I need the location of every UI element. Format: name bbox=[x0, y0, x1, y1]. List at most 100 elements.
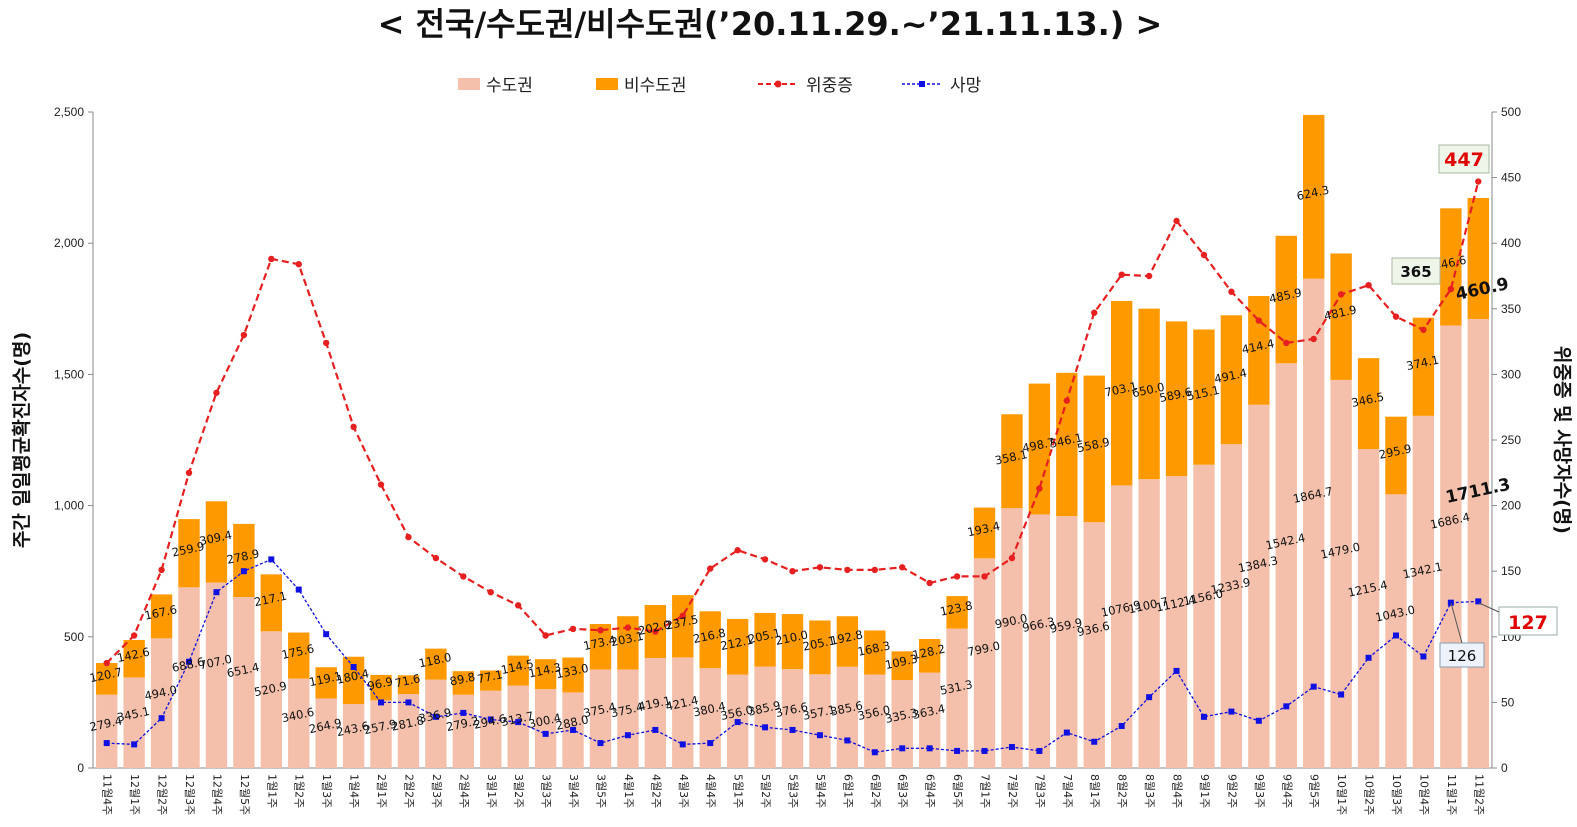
bar-metro bbox=[425, 679, 447, 768]
x-tick-label: 8월4주 bbox=[1171, 774, 1184, 808]
severe-point bbox=[1255, 317, 1263, 324]
bar-label-metro: 281.8 bbox=[390, 713, 425, 734]
bar-label-metro: 313.7 bbox=[500, 709, 535, 730]
x-tick-label: 4월4주 bbox=[704, 774, 717, 808]
death-point bbox=[350, 663, 357, 670]
bar-metro bbox=[1248, 404, 1270, 768]
severe-point bbox=[1447, 285, 1455, 293]
bar-nonmetro bbox=[562, 657, 584, 693]
x-tick-label: 3월2주 bbox=[512, 774, 525, 808]
x-tick-label: 6월4주 bbox=[924, 774, 937, 808]
death-point bbox=[542, 730, 549, 737]
severe-point bbox=[1118, 271, 1125, 278]
bar-metro bbox=[672, 657, 694, 768]
severe-point bbox=[652, 628, 659, 635]
bar-label-metro: 257.9 bbox=[363, 717, 398, 738]
death-point bbox=[487, 716, 494, 723]
bar-metro bbox=[260, 631, 283, 768]
bar-label-nonmetro: 558.9 bbox=[1076, 435, 1111, 456]
bar-metro bbox=[617, 669, 639, 768]
bar-nonmetro bbox=[1001, 414, 1023, 509]
death-point bbox=[899, 745, 906, 752]
bar-nonmetro bbox=[1028, 383, 1051, 515]
death-point bbox=[1036, 747, 1043, 754]
y-axis-right-title: 위중증 및 사망자수(명) bbox=[1551, 346, 1573, 534]
severe-point bbox=[377, 481, 385, 488]
severe-point bbox=[981, 573, 988, 580]
bar-nonmetro bbox=[781, 614, 804, 670]
bar-metro bbox=[836, 666, 859, 768]
bar-label-metro: 651.4 bbox=[225, 660, 260, 681]
bar-label-metro: 531.3 bbox=[939, 677, 974, 698]
x-tick-label: 7월2주 bbox=[1006, 774, 1019, 808]
x-tick-label: 5월3주 bbox=[787, 774, 800, 808]
bar-nonmetro bbox=[480, 670, 502, 691]
bar-nonmetro bbox=[150, 594, 173, 639]
bar-label-metro: 959.9 bbox=[1048, 615, 1083, 636]
callout-box-127 bbox=[1498, 606, 1558, 636]
death-point bbox=[1365, 654, 1372, 661]
bar-label-metro: 243.6 bbox=[335, 719, 370, 740]
x-tick-label: 9월2주 bbox=[1225, 774, 1238, 808]
death-point bbox=[1392, 632, 1399, 639]
y-axis-left-title: 주간 일일평균확진자수(명) bbox=[10, 332, 33, 548]
legend-label-nonmetro: 비수도권 bbox=[624, 76, 687, 96]
callout-death-prev: 126 bbox=[1448, 647, 1477, 665]
bar-metro bbox=[973, 558, 996, 768]
death-point bbox=[1063, 729, 1070, 736]
bar-label-nonmetro: 193.4 bbox=[966, 519, 1001, 540]
x-tick-label: 6월2주 bbox=[869, 774, 882, 808]
callouts: 447 365 127 126 1711.3 460.9 bbox=[1391, 144, 1558, 668]
x-tick-label: 10월3주 bbox=[1390, 774, 1403, 815]
bar-metro bbox=[864, 674, 886, 768]
death-point bbox=[652, 726, 659, 733]
death-point bbox=[1173, 667, 1180, 674]
bar-nonmetro bbox=[315, 667, 337, 699]
bar-metro bbox=[507, 685, 529, 768]
x-tick-label: 5월4주 bbox=[814, 774, 827, 808]
bar-label-nonmetro: 259.9 bbox=[171, 539, 206, 560]
bar-label-metro: 385.9 bbox=[747, 698, 782, 719]
death-point bbox=[1200, 713, 1207, 720]
bar-label-nonmetro: 414.4 bbox=[1240, 336, 1275, 357]
severe-point bbox=[1145, 272, 1153, 280]
bar-label-metro: 340.6 bbox=[280, 705, 315, 726]
callout-box-447 bbox=[1438, 144, 1490, 174]
lines bbox=[103, 178, 1482, 756]
severe-point bbox=[460, 573, 467, 580]
bar-label-metro: 356.0 bbox=[719, 702, 754, 723]
bar-label-metro: 990.0 bbox=[994, 611, 1029, 632]
death-point bbox=[1283, 703, 1290, 710]
severe-point bbox=[350, 423, 357, 431]
bar-label-nonmetro: 202.0 bbox=[637, 617, 672, 638]
y-left-tick-label: 500 bbox=[64, 630, 84, 644]
bar-label-metro: 363.4 bbox=[911, 701, 946, 722]
callout-severe-last: 447 bbox=[1444, 149, 1484, 171]
severe-point bbox=[761, 556, 769, 563]
severe-point bbox=[1310, 335, 1317, 343]
bar-label-metro: 357.1 bbox=[802, 702, 837, 723]
bar-nonmetro bbox=[617, 616, 639, 670]
bar-nonmetro bbox=[123, 640, 145, 678]
bar-label-nonmetro: 109.3 bbox=[884, 651, 919, 672]
x-tick-label: 11월2주 bbox=[1472, 774, 1485, 815]
bar-nonmetro bbox=[96, 663, 118, 695]
bar-nonmetro bbox=[1248, 296, 1270, 405]
severe-point bbox=[707, 565, 714, 572]
x-tick-label: 9월1주 bbox=[1198, 774, 1211, 808]
severe-point bbox=[1008, 554, 1016, 562]
death-point bbox=[707, 740, 714, 747]
bar-label-nonmetro: 114.5 bbox=[500, 656, 535, 677]
bar-metro bbox=[370, 700, 392, 768]
severe-point bbox=[542, 632, 549, 639]
bar-metro bbox=[480, 690, 502, 768]
bar-label-metro: 264.9 bbox=[308, 716, 343, 737]
severe-point bbox=[1475, 178, 1482, 185]
x-tick-label: 4월2주 bbox=[649, 774, 662, 808]
bar-nonmetro bbox=[370, 674, 392, 701]
y-right-tick-label: 50 bbox=[1501, 695, 1515, 709]
y-left-tick-label: 1,000 bbox=[54, 499, 84, 513]
severe-point bbox=[487, 588, 494, 596]
death-point bbox=[1420, 653, 1427, 660]
bar-label-metro: 345.1 bbox=[116, 704, 151, 725]
